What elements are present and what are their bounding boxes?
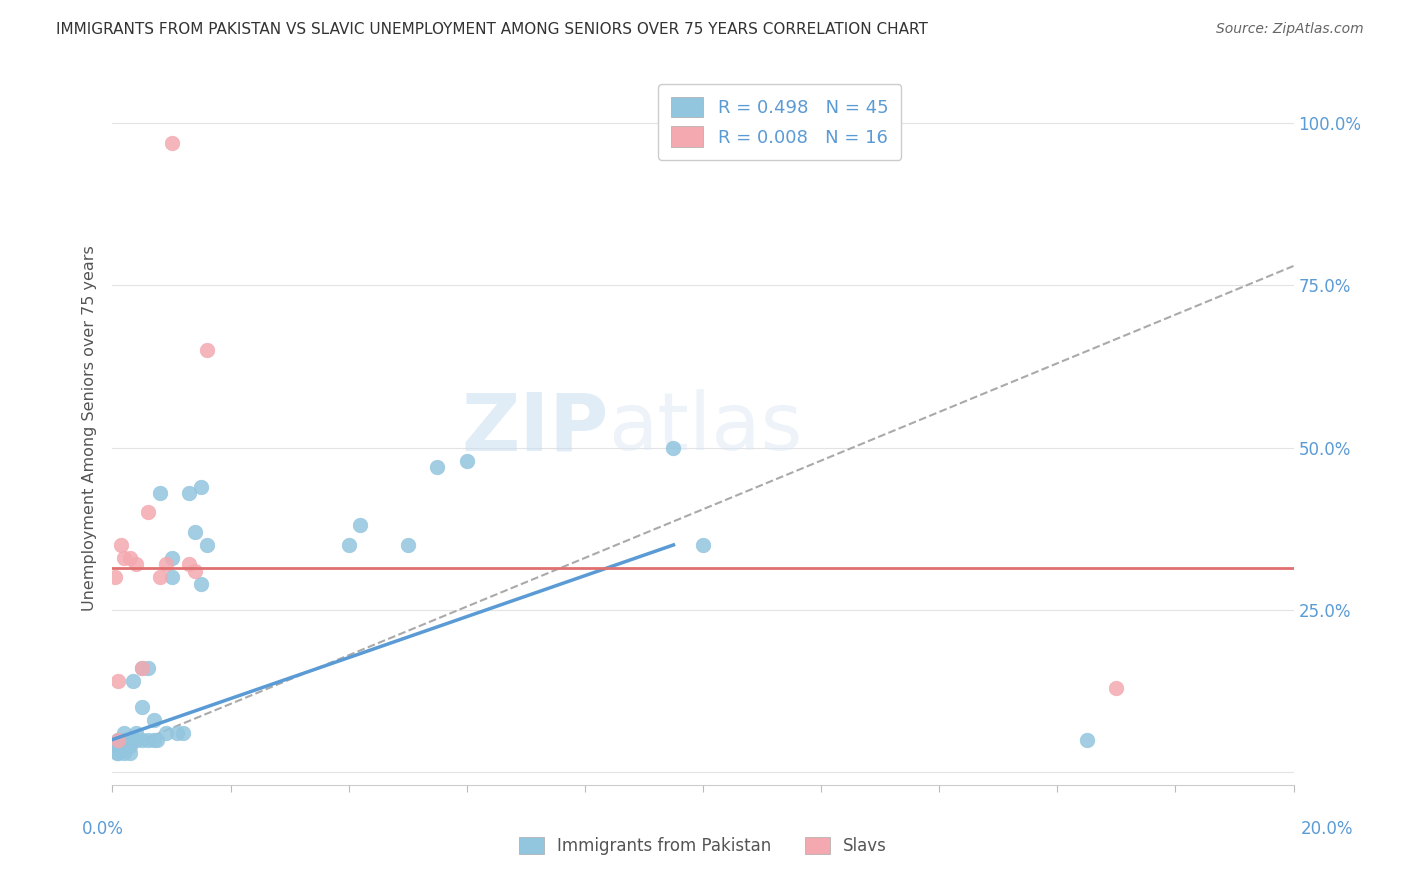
Point [1076, 732, 1098, 747]
Point [142, 732, 165, 747]
Point [426, 460, 449, 475]
Point [131, 661, 153, 675]
Text: Source: ZipAtlas.com: Source: ZipAtlas.com [1216, 22, 1364, 37]
Point [131, 700, 153, 714]
Point [107, 732, 129, 747]
Text: 20.0%: 20.0% [1301, 820, 1354, 838]
Point [184, 524, 207, 539]
Point [125, 732, 148, 747]
Point [110, 739, 132, 753]
Point [160, 550, 183, 565]
Point [125, 558, 148, 572]
Point [190, 577, 212, 591]
Point [396, 538, 419, 552]
Point [136, 732, 159, 747]
Point [136, 661, 159, 675]
Point [1105, 681, 1128, 695]
Point [131, 732, 153, 747]
Point [122, 674, 145, 689]
Point [184, 564, 207, 578]
Point [190, 479, 212, 493]
Point [120, 550, 142, 565]
Point [195, 343, 218, 358]
Point [107, 746, 129, 760]
Point [131, 661, 153, 675]
Text: IMMIGRANTS FROM PAKISTAN VS SLAVIC UNEMPLOYMENT AMONG SENIORS OVER 75 YEARS CORR: IMMIGRANTS FROM PAKISTAN VS SLAVIC UNEMP… [56, 22, 928, 37]
Point [112, 746, 135, 760]
Point [110, 538, 132, 552]
Point [112, 726, 135, 740]
Point [662, 441, 685, 455]
Point [195, 538, 218, 552]
Point [149, 570, 172, 584]
Point [155, 558, 177, 572]
Point [149, 486, 172, 500]
Point [155, 726, 177, 740]
Point [107, 732, 129, 747]
Legend: Immigrants from Pakistan, Slavs: Immigrants from Pakistan, Slavs [512, 830, 894, 862]
Point [456, 453, 478, 467]
Point [337, 538, 360, 552]
Point [160, 136, 183, 150]
Text: 0.0%: 0.0% [82, 820, 124, 838]
Point [112, 732, 135, 747]
Point [120, 732, 142, 747]
Point [110, 732, 132, 747]
Point [136, 506, 159, 520]
Text: ZIP: ZIP [461, 389, 609, 467]
Point [105, 746, 128, 760]
Point [105, 739, 128, 753]
Text: atlas: atlas [609, 389, 803, 467]
Point [172, 726, 194, 740]
Point [160, 570, 183, 584]
Point [107, 739, 129, 753]
Point [125, 726, 148, 740]
Point [692, 538, 714, 552]
Point [349, 518, 371, 533]
Point [107, 674, 129, 689]
Point [179, 486, 201, 500]
Point [112, 739, 135, 753]
Point [146, 732, 169, 747]
Point [120, 739, 142, 753]
Point [120, 746, 142, 760]
Point [179, 558, 201, 572]
Point [142, 713, 165, 727]
Point [104, 570, 127, 584]
Point [166, 726, 188, 740]
Y-axis label: Unemployment Among Seniors over 75 years: Unemployment Among Seniors over 75 years [82, 245, 97, 611]
Point [112, 550, 135, 565]
Legend: R = 0.498   N = 45, R = 0.008   N = 16: R = 0.498 N = 45, R = 0.008 N = 16 [658, 84, 901, 160]
Point [107, 732, 129, 747]
